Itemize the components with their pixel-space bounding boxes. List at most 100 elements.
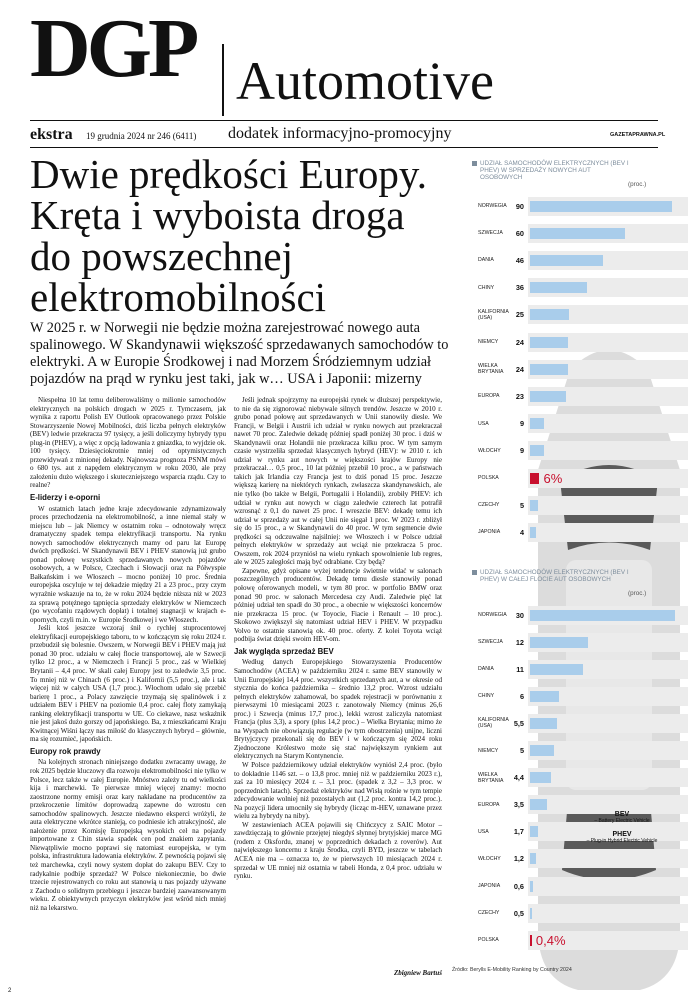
row-band xyxy=(528,332,688,352)
bar xyxy=(530,390,567,402)
value-label: 1,7 xyxy=(513,827,524,837)
headline: Dwie prędkości Europy. Kręta i wyboista … xyxy=(30,151,427,320)
category-label: WŁOCHY xyxy=(478,447,501,454)
subheading: Europy rok prawdy xyxy=(30,746,101,756)
issue-date: 19 grudnia 2024 nr 246 (6411) xyxy=(86,131,197,141)
bar xyxy=(530,526,537,538)
category-label: EUROPA xyxy=(478,393,500,400)
bar xyxy=(530,254,603,266)
row-band xyxy=(528,741,688,760)
bar xyxy=(530,418,545,430)
logo: DGP xyxy=(30,2,199,95)
row-band xyxy=(528,441,688,461)
category-label: DANIA xyxy=(478,666,494,673)
unit-label: (proc.) xyxy=(628,181,647,188)
category-label: DANIA xyxy=(478,257,494,264)
rule xyxy=(30,120,658,121)
chart-title: UDZIAŁ SAMOCHODÓW ELEKTRYCZNYCH (BEV I P… xyxy=(480,160,629,182)
value-label: 9 xyxy=(519,446,524,456)
edition: ekstra xyxy=(30,126,73,143)
category-label: SZWECJA xyxy=(478,230,503,237)
bar xyxy=(530,853,536,865)
row-band xyxy=(528,713,688,733)
paragraph: Niespełna 10 lat temu deliberowaliśmy o … xyxy=(30,396,226,490)
legend-entry: BEV – Battery Electric Vehicle xyxy=(584,811,660,824)
paragraph: Według danych Europejskiego Stowarzyszen… xyxy=(234,658,442,761)
bar xyxy=(530,445,545,457)
category-label: CZECHY xyxy=(478,910,500,917)
paragraph: Jeśli jednak spojrzymy na europejski ryn… xyxy=(234,396,442,567)
bar xyxy=(530,636,589,648)
value-label: 1,2 xyxy=(513,854,524,864)
lead: W 2025 r. w Norwegii nie będzie można za… xyxy=(30,320,449,387)
bar xyxy=(530,772,552,784)
value-label: 60 xyxy=(515,228,524,238)
value-label: 5 xyxy=(519,500,524,510)
section-title: Automotive xyxy=(236,51,494,111)
value-label: 11 xyxy=(516,664,524,674)
category-label: NIEMCY xyxy=(478,747,499,754)
category-label: CHINY xyxy=(478,693,495,700)
category-label: USA xyxy=(478,420,489,427)
value-label: 36 xyxy=(515,283,524,293)
category-label: JAPONIA xyxy=(478,529,501,536)
value-label: 46 xyxy=(515,255,524,265)
bar xyxy=(530,200,673,212)
category-label: EUROPA xyxy=(478,801,500,808)
value-label: 24 xyxy=(515,337,524,347)
column: Jeśli jednak spojrzymy na europejski ryn… xyxy=(234,396,442,881)
bar xyxy=(530,690,560,702)
bar xyxy=(530,907,533,919)
row-band xyxy=(528,822,688,842)
value-label: 90 xyxy=(515,201,524,211)
paragraph: Zapewne, gdyż opisane wyżej tendencje św… xyxy=(234,566,442,644)
value-label: 4 xyxy=(519,527,524,537)
value-label: 0,4% xyxy=(535,932,566,948)
paragraph: W zestawieniach ACEA pojawili się Chińcz… xyxy=(234,820,442,881)
legend-desc: – Battery Electric Vehicle xyxy=(594,818,650,824)
paragraph: W Polsce październikowy udział elektrykó… xyxy=(234,760,442,821)
chart: UDZIAŁ SAMOCHODÓW ELEKTRYCZNYCH (BEV I P… xyxy=(452,0,688,1000)
category-label: NORWEGIA xyxy=(478,612,507,618)
value-label: 0,5 xyxy=(513,908,524,918)
value-label: 12 xyxy=(515,637,524,647)
category-label: KALIFORNIA (USA) xyxy=(478,308,509,321)
row-band xyxy=(528,495,688,515)
divider xyxy=(222,44,224,116)
legend-entry: PHEV – Plug-in Hybrid Electric Vehicle xyxy=(584,831,660,844)
bar xyxy=(530,826,539,838)
category-label: CHINY xyxy=(478,284,495,291)
bar xyxy=(530,745,555,756)
rule xyxy=(30,147,658,148)
category-label: SZWECJA xyxy=(478,639,503,646)
value-label: 3,5 xyxy=(513,800,524,810)
value-label: 6 xyxy=(519,691,524,701)
bar xyxy=(530,227,625,239)
row-band xyxy=(528,768,688,788)
bar xyxy=(530,717,557,729)
row-band xyxy=(528,876,688,896)
row-band xyxy=(528,468,688,488)
value-label: 6% xyxy=(543,470,563,486)
chart-icon xyxy=(472,161,477,166)
row-band xyxy=(528,903,688,923)
row-band xyxy=(528,849,688,869)
category-label: USA xyxy=(478,828,489,835)
paragraph: Jeśli ktoś jeszcze wczoraj śnił o rychłe… xyxy=(30,624,226,744)
paragraph: W ostatnich latach jedne kraje zdecydowa… xyxy=(30,504,226,624)
legend-term: BEV xyxy=(614,811,630,818)
value-label: 0,6 xyxy=(513,881,524,891)
paragraph: Na kolejnych stronach niniejszego dodatk… xyxy=(30,758,226,912)
legend-desc: – Plug-in Hybrid Electric Vehicle xyxy=(586,838,658,844)
value-label: 4,4 xyxy=(513,773,524,783)
row-band xyxy=(528,930,688,950)
bar xyxy=(530,799,547,811)
bar xyxy=(530,282,587,294)
bar xyxy=(530,934,532,946)
value-label: 5 xyxy=(519,746,524,755)
subheading: Jak wygląda sprzedaż BEV xyxy=(234,646,334,656)
row-band xyxy=(528,686,688,706)
category-label: WIELKA BRYTANIA xyxy=(478,771,504,784)
row-band xyxy=(528,414,688,434)
